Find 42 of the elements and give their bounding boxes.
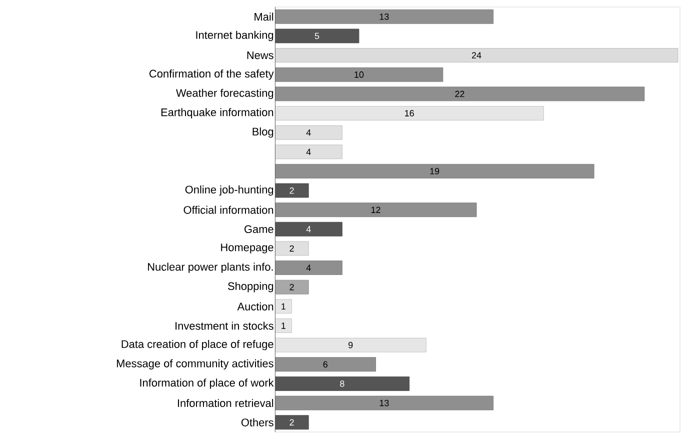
data-label: 6 [323,361,328,368]
y-tick-label: Auction [237,302,274,310]
data-label: 24 [472,52,482,58]
y-tick-label: Weather forecasting [176,88,274,100]
y-tick-label: Homepage [221,244,274,254]
y-tick-label: Message of community activities [116,359,274,370]
data-label: 2 [290,245,294,252]
data-label: 5 [314,32,320,40]
y-tick-label: Investment in stocks [176,322,274,330]
data-label: 12 [371,206,380,213]
y-tick-label: Information of place of work [140,378,274,389]
data-label: 8 [340,380,344,387]
data-label: 1 [282,322,286,329]
y-tick-label: Game [244,225,274,234]
data-label: 13 [380,13,389,20]
data-label: 16 [405,110,414,116]
y-tick-label: Online job-hunting [185,185,274,196]
data-label: 22 [455,90,464,98]
y-tick-label: Mail [254,12,274,21]
data-label: 2 [290,419,294,426]
y-tick-label: Earthquake information [161,108,274,118]
data-label: 13 [380,400,389,406]
y-tick-label: Nuclear power plants info. [148,262,273,273]
y-tick-label: Internet banking [196,30,274,42]
data-label: 1 [282,303,286,310]
data-label: 4 [306,148,311,155]
data-label: 2 [290,187,294,194]
y-tick-label: News [247,51,274,60]
y-tick-label: Confirmation of the safety [150,70,274,80]
y-tick-label: Others [241,418,274,426]
data-label: 9 [348,342,353,348]
y-tick-label: Official information [184,206,274,214]
data-label: 19 [430,168,440,174]
data-label: 4 [306,264,311,271]
data-label: 4 [306,226,311,232]
data-label: 2 [290,284,294,290]
y-tick-label: Data creation of place of refuge [122,340,274,350]
data-label: 10 [354,71,364,78]
y-tick-label: Shopping [228,282,274,292]
y-tick-label: Blog [252,127,274,138]
data-label: 4 [306,129,311,136]
y-tick-label: Information retrieval [178,398,274,408]
